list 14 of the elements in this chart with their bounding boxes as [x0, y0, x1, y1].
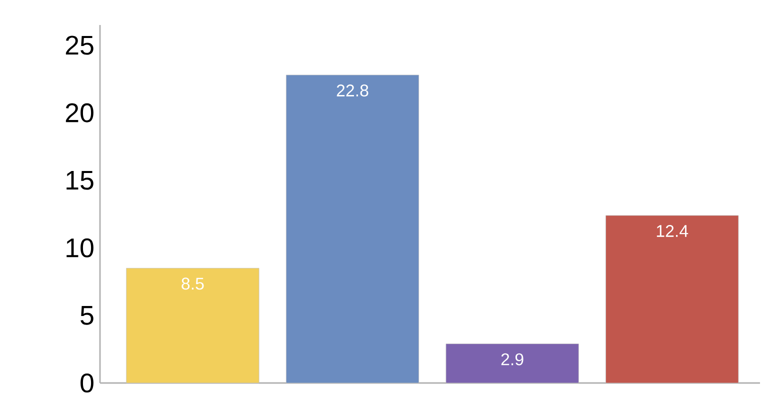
- y-tick-label: 10: [66, 238, 94, 258]
- y-tick-label: 15: [66, 170, 94, 190]
- data-label: 2.9: [501, 353, 524, 366]
- y-tick-label: 25: [66, 36, 94, 55]
- bar: [286, 74, 420, 384]
- bar: [606, 215, 739, 384]
- y-tick-label: 0: [80, 373, 94, 393]
- data-label: 8.5: [182, 278, 204, 290]
- data-label: 22.8: [336, 84, 368, 96]
- bar: [446, 344, 579, 384]
- y-tick-label: 20: [66, 103, 94, 122]
- bar: [126, 268, 260, 384]
- y-tick-label: 5: [80, 306, 94, 325]
- data-label: 12.4: [656, 225, 688, 237]
